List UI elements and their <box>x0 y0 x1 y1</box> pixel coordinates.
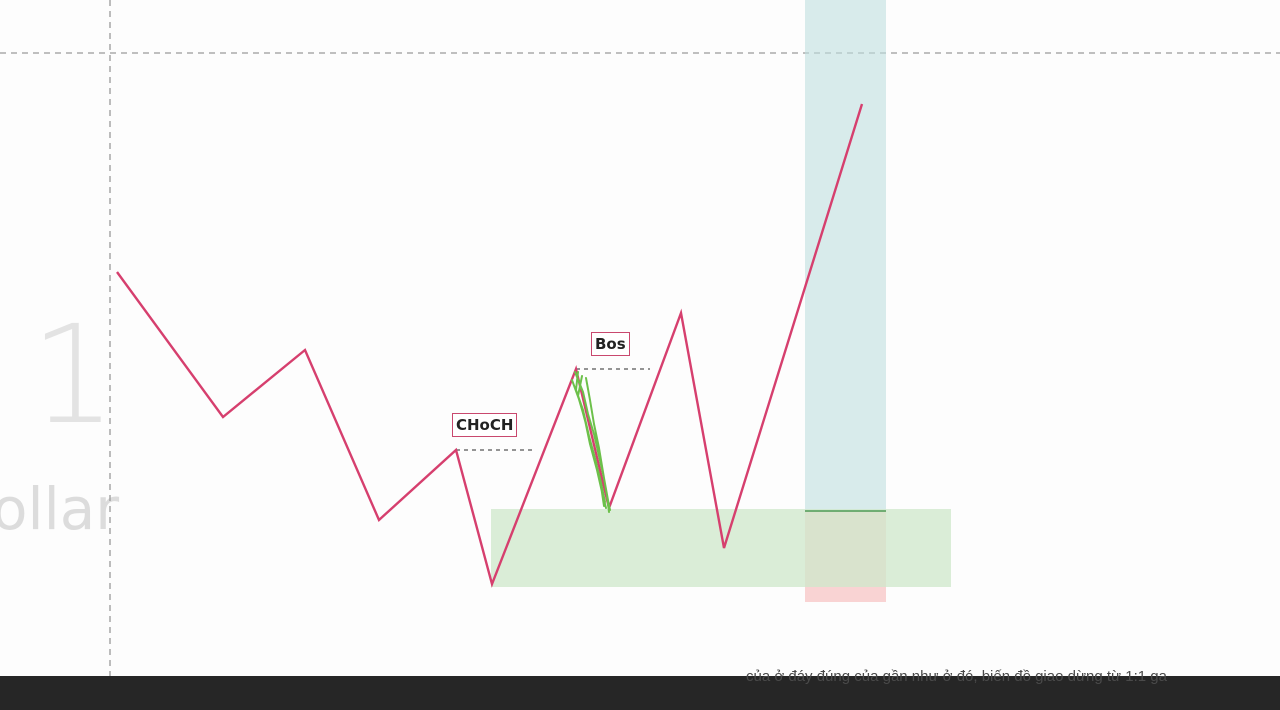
target-zone <box>805 0 886 511</box>
bos-label: Bos <box>591 332 630 356</box>
price-path-line <box>116 103 864 588</box>
subtitle-strip: của ở đáy đúng của gần như ở đó, biến đồ… <box>736 666 1280 690</box>
subtitle-text: của ở đáy đúng của gần như ở đó, biến đồ… <box>746 668 1167 685</box>
video-bottom-bar <box>0 676 1280 710</box>
structure-diagram <box>0 0 1280 676</box>
scribble-annotation <box>571 371 611 513</box>
choch-label: CHoCH <box>452 413 518 437</box>
watermark-word: ollar <box>0 475 120 543</box>
watermark-number: 1 <box>30 297 117 455</box>
demand-zone <box>491 509 951 587</box>
